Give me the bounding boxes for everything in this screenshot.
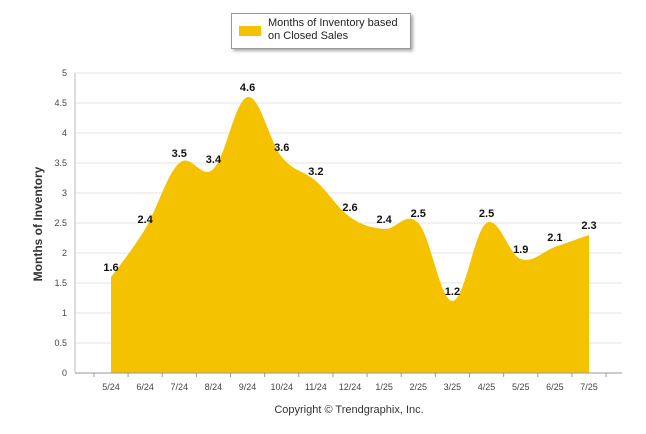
data-label: 3.4: [206, 154, 222, 166]
legend-label: Months of Inventory based on Closed Sale…: [268, 17, 398, 42]
y-tick-label: 1: [62, 308, 67, 318]
x-tick-labels: 5/24 6/24 7/24 8/24 9/24 10/24 11/24 12/24 1/25 2…: [102, 382, 598, 392]
x-tick-label: 5/24: [102, 382, 120, 392]
data-label: 1.2: [445, 286, 460, 298]
legend: Months of Inventory based on Closed Sale…: [231, 13, 411, 49]
x-tick-label: 8/24: [205, 382, 223, 392]
y-tick-label: 2: [62, 248, 67, 258]
y-tick-label: 4: [62, 128, 67, 138]
x-tick-label: 9/24: [239, 382, 257, 392]
area-series: [110, 96, 590, 374]
copyright-text: Copyright © Trendgraphix, Inc.: [274, 404, 423, 416]
x-tick-label: 11/24: [305, 382, 327, 392]
data-label: 2.4: [137, 214, 153, 226]
data-labels: 1.6 2.4 3.5 3.4 4.6 3.6 3.2 2.6 2.4 2.5 1.2 2.5 1.9 2…: [103, 82, 596, 298]
y-tick-label: 0.5: [54, 338, 67, 348]
x-tick-label: 5/25: [512, 382, 530, 392]
x-tick-label: 1/25: [375, 382, 393, 392]
axes: [74, 73, 622, 377]
x-tick-label: 10/24: [270, 382, 293, 392]
y-tick-label: 0: [62, 368, 67, 378]
y-tick-label: 4.5: [54, 98, 67, 108]
y-tick-label: 2.5: [54, 218, 67, 228]
y-tick-labels: 0 0.5 1 1.5 2 2.5 3 3.5 4 4.5 5: [54, 68, 67, 378]
legend-swatch: [239, 26, 261, 36]
x-tick-label: 12/24: [339, 382, 362, 392]
x-tick-label: 4/25: [478, 382, 496, 392]
data-label: 1.6: [103, 262, 118, 274]
data-label: 1.9: [513, 244, 528, 256]
y-tick-label: 5: [62, 68, 67, 78]
x-tick-label: 2/25: [410, 382, 428, 392]
y-tick-label: 3.5: [54, 158, 67, 168]
data-label: 2.5: [479, 208, 494, 220]
data-label: 3.2: [308, 166, 323, 178]
data-label: 3.6: [274, 142, 289, 154]
data-label: 4.6: [240, 82, 255, 94]
x-tick-label: 7/25: [580, 382, 598, 392]
y-tick-label: 1.5: [54, 278, 67, 288]
y-tick-label: 3: [62, 188, 67, 198]
data-label: 2.1: [547, 232, 562, 244]
y-axis-title: Months of Inventory: [31, 166, 45, 281]
area-fill: [111, 96, 589, 374]
data-label: 2.6: [342, 202, 357, 214]
data-label: 2.4: [376, 214, 392, 226]
x-tick-label: 7/24: [171, 382, 189, 392]
x-tick-label: 6/24: [136, 382, 154, 392]
data-label: 3.5: [172, 148, 187, 160]
data-label: 2.5: [411, 208, 426, 220]
x-tick-label: 6/25: [546, 382, 564, 392]
x-tick-label: 3/25: [444, 382, 462, 392]
data-label: 2.3: [581, 220, 596, 232]
